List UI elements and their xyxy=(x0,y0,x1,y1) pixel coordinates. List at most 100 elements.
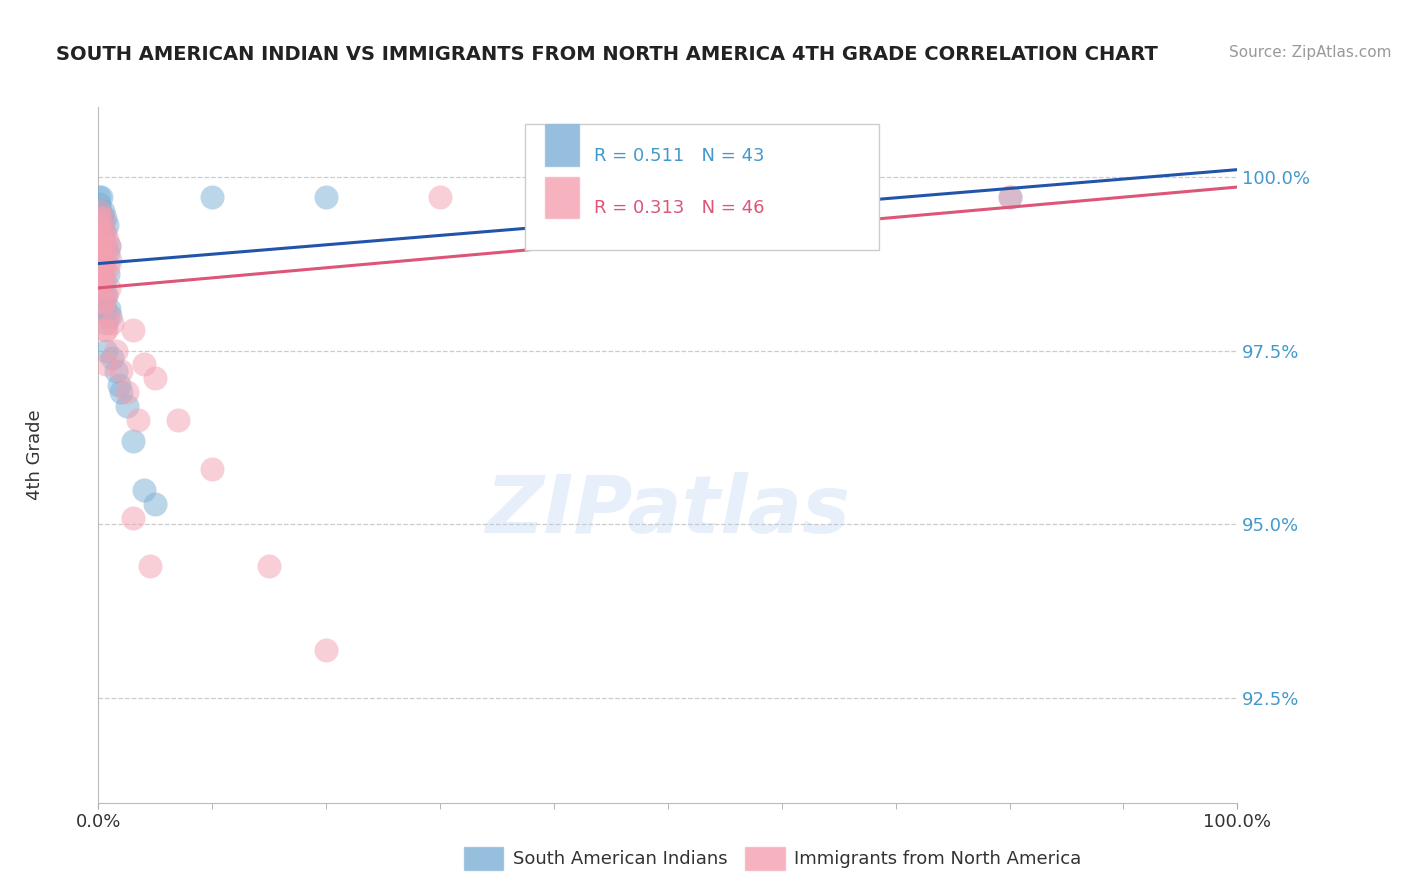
Point xyxy=(89,267,111,281)
Point xyxy=(89,253,111,268)
Point xyxy=(89,211,111,226)
Point xyxy=(121,510,143,524)
Point xyxy=(429,190,451,204)
Point xyxy=(97,239,120,253)
Point xyxy=(201,462,224,476)
Point xyxy=(90,219,112,233)
Point xyxy=(90,274,112,288)
Point xyxy=(93,267,115,281)
Point xyxy=(96,343,118,358)
Point xyxy=(132,358,155,372)
Text: SOUTH AMERICAN INDIAN VS IMMIGRANTS FROM NORTH AMERICA 4TH GRADE CORRELATION CHA: SOUTH AMERICAN INDIAN VS IMMIGRANTS FROM… xyxy=(56,45,1159,63)
Point xyxy=(657,190,679,204)
Text: South American Indians: South American Indians xyxy=(513,850,728,868)
Point xyxy=(167,413,190,427)
Point xyxy=(89,225,111,239)
Point xyxy=(259,559,281,574)
Point xyxy=(94,253,117,268)
Point xyxy=(101,351,124,365)
Text: R = 0.511   N = 43: R = 0.511 N = 43 xyxy=(593,147,765,165)
Point xyxy=(110,364,132,378)
Point xyxy=(96,358,118,372)
Point xyxy=(145,497,167,511)
Text: R = 0.313   N = 46: R = 0.313 N = 46 xyxy=(593,199,765,217)
Point xyxy=(121,434,143,448)
Point xyxy=(89,204,111,219)
Text: 4th Grade: 4th Grade xyxy=(27,409,44,500)
Point xyxy=(543,190,565,204)
Point xyxy=(94,225,117,239)
Point xyxy=(96,260,118,274)
Text: Source: ZipAtlas.com: Source: ZipAtlas.com xyxy=(1229,45,1392,60)
Bar xyxy=(546,125,579,166)
Point xyxy=(94,211,117,226)
Point xyxy=(90,211,112,226)
Point xyxy=(90,232,112,246)
Point xyxy=(315,190,337,204)
Point xyxy=(98,301,121,316)
Point xyxy=(93,323,115,337)
Point xyxy=(121,323,143,337)
Point xyxy=(315,642,337,657)
Point xyxy=(91,246,114,260)
Point xyxy=(98,281,121,295)
Point xyxy=(89,197,111,211)
Point xyxy=(91,211,114,226)
Point xyxy=(201,190,224,204)
Point xyxy=(91,253,114,268)
Point xyxy=(127,413,149,427)
Point xyxy=(98,309,121,323)
Point xyxy=(89,219,111,233)
Point xyxy=(87,204,110,219)
Point xyxy=(93,288,115,302)
Point xyxy=(90,239,112,253)
Point xyxy=(93,294,115,309)
Point xyxy=(138,559,160,574)
Point xyxy=(104,364,127,378)
Point xyxy=(91,232,114,246)
Point xyxy=(115,385,138,400)
Point xyxy=(998,190,1021,204)
Point xyxy=(90,190,112,204)
Point xyxy=(91,260,114,274)
Point xyxy=(101,316,124,330)
Text: Immigrants from North America: Immigrants from North America xyxy=(794,850,1081,868)
Point xyxy=(132,483,155,497)
Point xyxy=(90,232,112,246)
Point xyxy=(91,204,114,219)
Point xyxy=(97,309,120,323)
Point xyxy=(96,267,118,281)
Point xyxy=(115,399,138,413)
Bar xyxy=(546,177,579,219)
Point xyxy=(96,232,118,246)
Point xyxy=(96,323,118,337)
Point xyxy=(90,246,112,260)
Point xyxy=(93,239,115,253)
Point xyxy=(93,301,115,316)
Point xyxy=(110,385,132,400)
Point xyxy=(104,343,127,358)
Point xyxy=(91,294,114,309)
Point xyxy=(91,274,114,288)
Point xyxy=(97,246,120,260)
Point xyxy=(87,190,110,204)
Point xyxy=(998,190,1021,204)
Point xyxy=(108,378,131,392)
Point xyxy=(96,219,118,233)
Point xyxy=(94,288,117,302)
Point xyxy=(89,225,111,239)
Point xyxy=(89,211,111,226)
Point xyxy=(96,316,118,330)
Point xyxy=(98,253,121,268)
Point xyxy=(93,274,115,288)
Point xyxy=(93,225,115,239)
Point xyxy=(90,219,112,233)
Point xyxy=(94,288,117,302)
Point xyxy=(91,260,114,274)
Point xyxy=(97,239,120,253)
Text: ZIPatlas: ZIPatlas xyxy=(485,472,851,549)
Point xyxy=(145,371,167,385)
FancyBboxPatch shape xyxy=(526,124,879,250)
Point xyxy=(89,239,111,253)
Point xyxy=(94,239,117,253)
